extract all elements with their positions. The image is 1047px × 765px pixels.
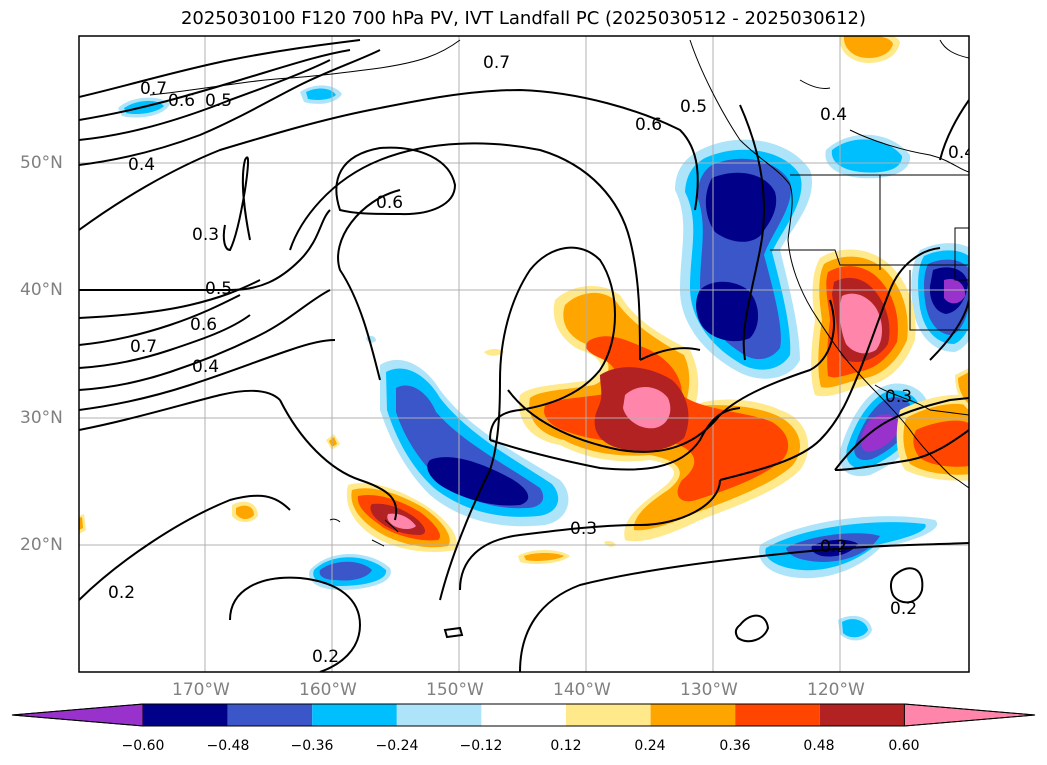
map-title: 2025030100 F120 700 hPa PV, IVT Landfall…: [180, 8, 867, 29]
colorbar-tick-label: 0.36: [719, 738, 751, 754]
colorbar-segment: [312, 704, 397, 726]
contour-label: 0.4: [128, 155, 155, 175]
pv-contours: [79, 39, 969, 672]
contour-label: 0.4: [820, 105, 847, 125]
colorbar-tick-label: 0.12: [550, 738, 582, 754]
colorbar-segment: [481, 704, 566, 726]
negative-anomaly-region-pacific-nw: [675, 139, 813, 379]
contour-label: 0.6: [376, 193, 403, 213]
contour-label: 0.7: [130, 337, 157, 357]
positive-anomaly-region-central: [519, 285, 809, 542]
contour-label: 0.6: [168, 91, 195, 111]
contour-label: 0.3: [570, 519, 597, 539]
colorbar-tick-label: 0.60: [888, 738, 920, 754]
colorbar-tick-label: −0.24: [375, 738, 419, 754]
lon-label: 170°W: [172, 680, 230, 700]
colorbar-tick-label: 0.24: [634, 738, 666, 754]
contour-label: 0.2: [890, 599, 917, 619]
colorbar-tick-label: −0.12: [459, 738, 503, 754]
positive-anomaly-region-mexico: [896, 394, 969, 481]
colorbar-tick-label: 0.48: [803, 738, 835, 754]
positive-anomaly-region-hawaii: [346, 482, 457, 552]
contour-label: 0.7: [140, 79, 167, 99]
contour-label: 0.5: [680, 97, 707, 117]
colorbar-extend-left: [11, 703, 144, 727]
contour-label: 0.2: [820, 537, 847, 557]
contour-label: 0.4: [192, 357, 219, 377]
lon-label: 120°W: [807, 680, 865, 700]
positive-anomaly-small-patches: [79, 36, 969, 564]
contour-label: 0.5: [205, 91, 232, 111]
lon-label: 160°W: [299, 680, 357, 700]
positive-anomaly-region-california: [811, 249, 916, 397]
negative-anomaly-band-subtropical: [380, 359, 569, 527]
contour-label: 0.4: [948, 143, 975, 163]
contour-label: 0.6: [635, 115, 662, 135]
contour-labels: 0.7 0.6 0.5 0.4 0.3 0.5 0.6 0.7 0.4 0.6 …: [108, 53, 975, 667]
contour-label: 0.2: [312, 647, 339, 667]
lat-label: 40°N: [20, 280, 63, 300]
lat-label: 30°N: [20, 408, 63, 428]
lon-label: 130°W: [680, 680, 738, 700]
colorbar-tick-label: −0.48: [206, 738, 250, 754]
contour-label: 0.6: [190, 315, 217, 335]
lon-label: 150°W: [426, 680, 484, 700]
contour-label: 0.5: [205, 279, 232, 299]
colorbar-segment: [650, 704, 736, 726]
colorbar-segment: [396, 704, 482, 726]
colorbar-segment: [566, 704, 651, 726]
colorbar-extend-right: [903, 703, 1036, 727]
colorbar-tick-label: −0.60: [121, 738, 165, 754]
colorbar-tick-label: −0.36: [290, 738, 334, 754]
colorbar-segment: [735, 704, 820, 726]
map-border: [78, 35, 970, 673]
colorbar-segment: [227, 704, 313, 726]
lat-label: 20°N: [20, 535, 63, 555]
lon-label: 140°W: [553, 680, 611, 700]
colorbar: [11, 703, 1036, 727]
colorbar-segment: [143, 704, 228, 726]
graticule: [79, 36, 969, 672]
colorbar-segment: [819, 704, 905, 726]
contour-label: 0.3: [885, 387, 912, 407]
colorbar-outline: [11, 703, 1036, 727]
lat-label: 50°N: [20, 153, 63, 173]
contour-label: 0.2: [108, 583, 135, 603]
contour-label: 0.3: [192, 225, 219, 245]
contour-label: 0.7: [483, 53, 510, 73]
